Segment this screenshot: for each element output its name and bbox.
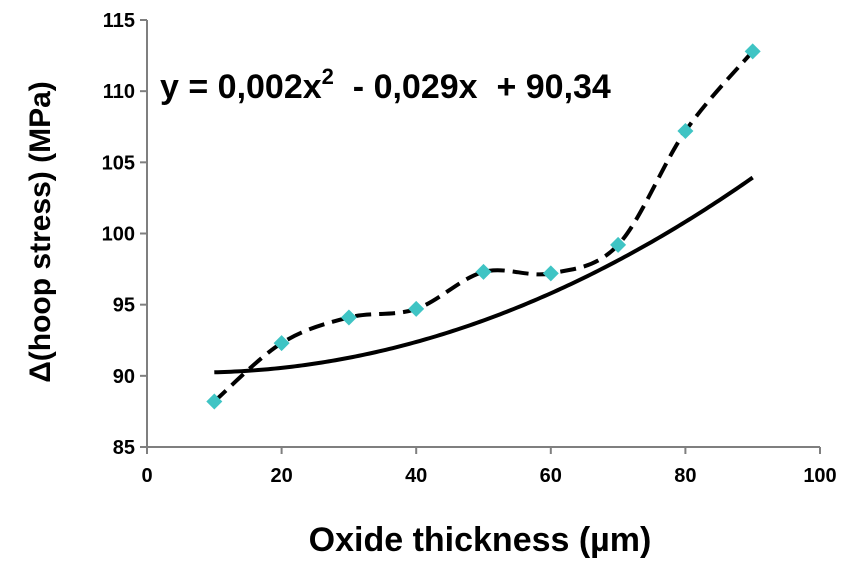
trendline-layer xyxy=(214,175,754,375)
data-point xyxy=(206,393,223,410)
y-axis-title: Δ(hoop stress) (MPa) xyxy=(24,81,57,383)
marker-layer xyxy=(206,43,761,410)
series-connecting-line xyxy=(212,50,755,403)
data-point xyxy=(744,43,761,60)
data-point xyxy=(273,335,290,352)
equation-prefix: y = 0,002x xyxy=(160,68,322,106)
x-tick-labels: 0 20 40 60 80 100 xyxy=(141,465,836,487)
series-layer xyxy=(212,50,755,403)
data-point xyxy=(340,309,357,326)
equation-exponent: 2 xyxy=(322,64,334,89)
data-point xyxy=(610,236,627,253)
data-point xyxy=(542,265,559,282)
x-tick-label: 0 xyxy=(141,465,152,487)
y-tick-label: 105 xyxy=(102,152,135,174)
trendline xyxy=(214,175,754,375)
y-tick-labels: 85 90 95 100 105 110 115 xyxy=(102,10,135,459)
x-tick-label: 40 xyxy=(405,465,427,487)
y-tick-label: 85 xyxy=(113,437,135,459)
data-point xyxy=(475,263,492,280)
y-tick-label: 115 xyxy=(103,10,135,32)
data-point xyxy=(408,300,425,317)
y-tick-label: 90 xyxy=(113,366,135,388)
x-axis-title: Oxide thickness (µm) xyxy=(309,521,652,559)
x-tick-label: 20 xyxy=(270,465,292,487)
axes xyxy=(140,19,821,454)
y-tick-label: 95 xyxy=(113,295,135,317)
y-tick-label: 110 xyxy=(103,81,135,103)
data-point xyxy=(677,123,694,140)
y-tick-label: 100 xyxy=(102,224,135,246)
equation-suffix: - 0,029x + 90,34 xyxy=(334,68,611,106)
trendline-equation: y = 0,002x2 - 0,029x + 90,34 xyxy=(160,64,611,106)
x-tick-label: 60 xyxy=(540,465,562,487)
x-tick-label: 100 xyxy=(803,465,836,487)
x-tick-label: 80 xyxy=(674,465,696,487)
